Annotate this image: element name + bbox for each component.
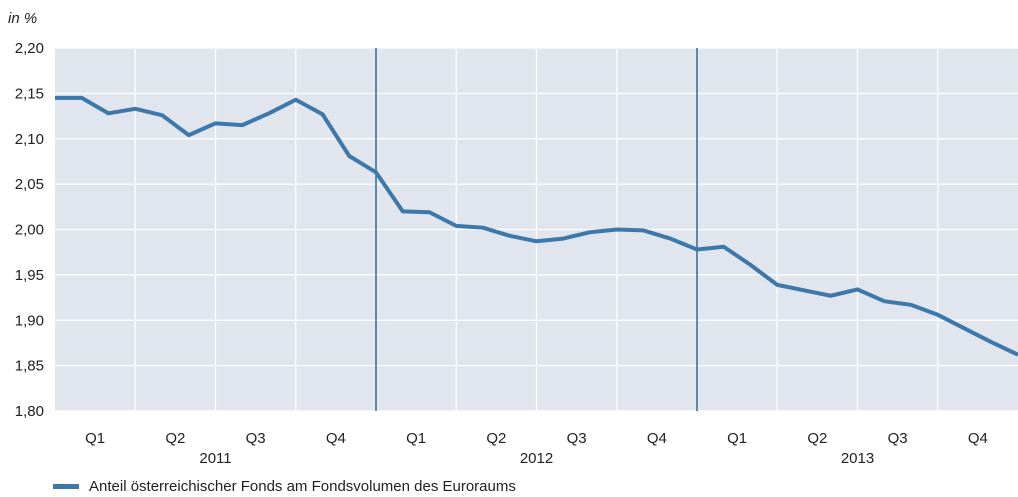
x-tick-label: Q1 xyxy=(85,430,105,447)
y-tick-label: 1,85 xyxy=(15,358,44,375)
legend-swatch xyxy=(53,484,79,489)
x-tick-label: Q4 xyxy=(326,430,346,447)
x-tick-label: Q1 xyxy=(727,430,747,447)
legend-label: Anteil österreichischer Fonds am Fondsvo… xyxy=(89,478,516,495)
series-layer xyxy=(55,95,1018,357)
x-tick-label: Q3 xyxy=(246,430,266,447)
x-tick-label: Q2 xyxy=(486,430,506,447)
x-tick-label: Q4 xyxy=(647,430,667,447)
y-tick-label: 2,20 xyxy=(15,40,44,57)
y-tick-label: 1,80 xyxy=(15,403,44,420)
x-tick-label: Q1 xyxy=(406,430,426,447)
x-tick-label: Q4 xyxy=(968,430,988,447)
x-axis-quarter-labels: Q1 Q2 Q3 Q4 Q1 Q2 Q3 Q4 Q1 Q2 Q3 Q4 xyxy=(85,430,988,447)
y-tick-label: 2,00 xyxy=(15,222,44,239)
y-tick-label: 1,95 xyxy=(15,267,44,284)
y-tick-label: 2,05 xyxy=(15,176,44,193)
x-tick-label: Q2 xyxy=(165,430,185,447)
y-axis-unit-label: in % xyxy=(8,10,38,27)
x-tick-label: Q3 xyxy=(567,430,587,447)
series-line xyxy=(55,95,1018,357)
year-label: 2011 xyxy=(199,450,231,467)
year-label: 2013 xyxy=(841,450,874,467)
year-label: 2012 xyxy=(520,450,553,467)
x-tick-label: Q2 xyxy=(807,430,827,447)
x-tick-label: Q3 xyxy=(888,430,908,447)
y-axis-tick-labels: 1,80 1,85 1,90 1,95 2,00 2,05 2,10 2,15 2,20 xyxy=(15,40,44,420)
year-dividers xyxy=(375,48,698,411)
x-axis-year-labels: 2011 2012 2013 xyxy=(199,450,874,467)
y-tick-label: 2,10 xyxy=(15,131,44,148)
y-tick-label: 1,90 xyxy=(15,312,44,329)
y-tick-label: 2,15 xyxy=(15,85,44,102)
legend: Anteil österreichischer Fonds am Fondsvo… xyxy=(53,478,516,495)
